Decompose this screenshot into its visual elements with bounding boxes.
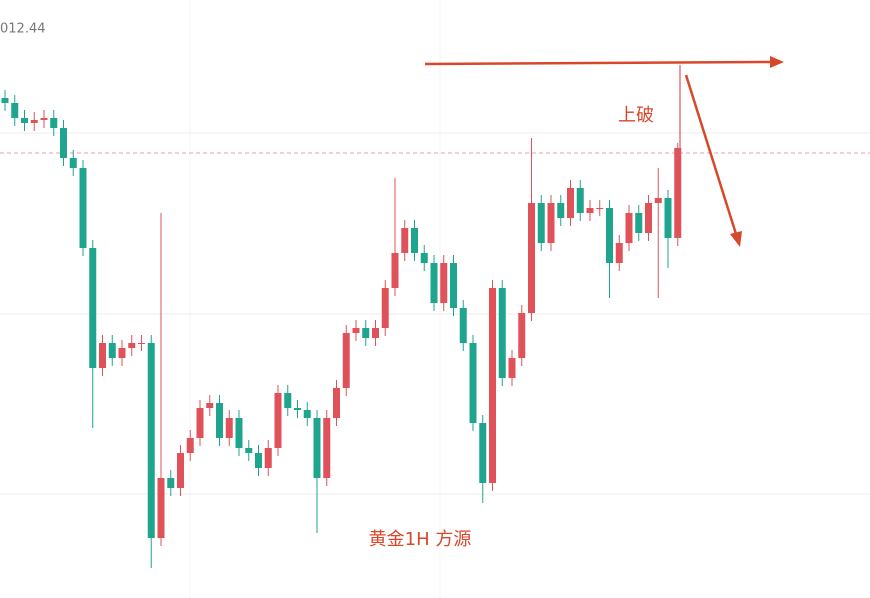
candle-body [557,203,565,218]
candle-body [596,208,604,209]
candle-body [342,333,350,388]
candle-body [381,288,389,328]
candle-body [128,343,136,348]
candle-body [654,198,662,203]
candle-body [391,253,399,288]
candle-body [625,213,633,243]
candle-body [118,348,126,358]
candle-body [79,168,87,248]
candle-body [303,410,311,418]
candle-body [576,188,584,213]
candle-body [459,308,467,343]
candle-body [313,418,321,478]
candle-body [225,418,233,438]
candle-body [664,198,672,238]
candle-body [274,393,282,448]
arrow-head [730,231,742,247]
candle-body [255,453,262,468]
candle-body [89,248,97,368]
price-label: 012.44 [0,22,46,37]
candle-body [147,343,155,538]
candle-body [479,423,487,483]
candle-body [294,408,301,410]
candle-body [645,203,652,233]
candle-body [196,408,204,438]
candle-body [450,263,457,308]
candle-body [469,343,477,423]
candle-body [177,453,184,488]
candle-body [1,98,9,103]
annotation: 上破 [618,105,654,126]
candle-body [284,393,292,408]
arrow-head [770,56,784,68]
candle-body [323,418,331,478]
candle-body [430,263,438,303]
candle-body [615,243,623,263]
candle-body [401,228,409,253]
arrow-line [684,74,738,235]
candles [1,90,682,568]
candle-body [264,448,272,468]
candle-body [69,158,77,168]
candle-body [157,478,165,538]
annotation: 黄金1H 方源 [369,529,472,550]
candle-body [30,120,38,123]
candle-body [586,208,594,213]
candle-body [235,418,243,448]
candle-body [606,208,613,263]
candle-body [40,118,48,120]
candle-body [333,388,340,418]
candle-body [547,203,555,243]
candle-body [528,203,535,313]
candle-body [50,118,58,128]
candle-body [489,288,496,483]
candle-body [537,203,545,243]
candle-body [567,188,574,218]
candle-body [411,228,418,253]
candle-body [352,328,360,333]
candle-body [372,328,379,338]
candle-body [508,358,516,378]
candle-body [138,343,145,344]
candle-body [216,403,223,438]
candle-body [518,313,526,358]
candle-body [420,253,428,263]
candle-body [245,448,253,453]
candle-body [206,403,214,408]
candle-body [440,263,448,303]
candle-body [99,343,106,368]
candle-body [167,478,175,488]
candle-body [108,343,116,358]
candle-body [498,288,506,378]
arrow-line [424,60,773,66]
candle-body [11,103,19,118]
candle-body [21,118,28,123]
candle-body [635,213,643,233]
candle-body [60,128,67,158]
candle-body [362,328,370,338]
candle-body [186,438,194,453]
candle-body [674,148,682,238]
